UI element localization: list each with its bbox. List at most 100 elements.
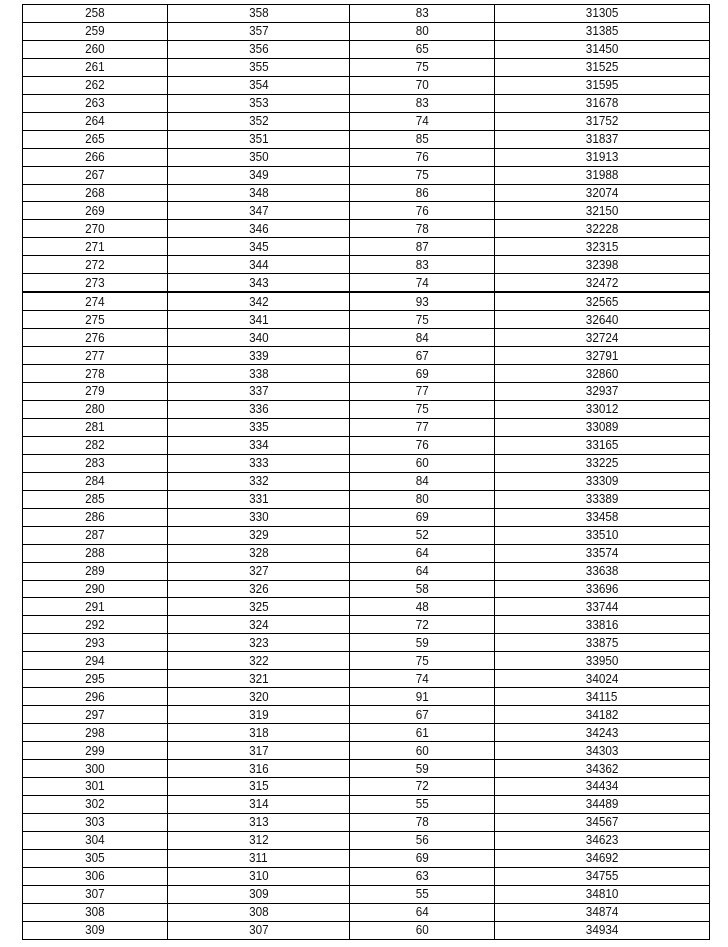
rank-cell: 267 bbox=[22, 165, 168, 185]
rank-cell: 296 bbox=[22, 687, 168, 707]
score-table: 258 358 83 31305 259 357 80 31385 260 356 65 31450 2… bbox=[22, 4, 710, 940]
count-cell: 83 bbox=[349, 4, 495, 23]
cell-text: 284 bbox=[85, 473, 105, 489]
cell-text: 76 bbox=[415, 437, 429, 453]
rank-cell: 291 bbox=[22, 597, 168, 617]
table-row: 288 328 64 33574 bbox=[22, 543, 710, 563]
count-cell: 72 bbox=[349, 776, 495, 796]
table-row: 261 355 75 31525 bbox=[22, 57, 710, 77]
cell-text: 31678 bbox=[585, 95, 619, 111]
rank-cell: 283 bbox=[22, 453, 168, 473]
score-cell: 319 bbox=[167, 705, 350, 725]
cell-text: 281 bbox=[85, 419, 105, 435]
rank-cell: 287 bbox=[22, 525, 168, 545]
rank-cell: 300 bbox=[22, 759, 168, 778]
table-row: 266 350 76 31913 bbox=[22, 147, 710, 167]
score-cell: 353 bbox=[167, 93, 350, 113]
count-cell: 64 bbox=[349, 543, 495, 563]
cumulative-cell: 31913 bbox=[494, 147, 710, 167]
cumulative-cell: 33875 bbox=[494, 633, 710, 653]
count-cell: 91 bbox=[349, 687, 495, 707]
rank-cell: 259 bbox=[22, 21, 168, 41]
cell-text: 348 bbox=[248, 185, 269, 200]
cumulative-cell: 33012 bbox=[494, 399, 710, 419]
count-cell: 75 bbox=[349, 57, 495, 77]
cell-text: 310 bbox=[248, 868, 269, 884]
cell-text: 72 bbox=[415, 616, 429, 632]
score-cell: 326 bbox=[167, 579, 350, 599]
table-row: 294 322 75 33950 bbox=[22, 651, 710, 671]
table-row: 304 312 56 34623 bbox=[22, 830, 710, 850]
cumulative-cell: 33309 bbox=[494, 471, 710, 491]
rank-cell: 274 bbox=[22, 291, 168, 312]
cell-text: 307 bbox=[248, 922, 269, 938]
cell-text: 266 bbox=[85, 149, 105, 165]
count-cell: 74 bbox=[349, 111, 495, 131]
cell-text: 63 bbox=[415, 868, 429, 884]
cell-text: 33950 bbox=[585, 652, 619, 668]
cell-text: 328 bbox=[248, 545, 269, 561]
score-cell: 312 bbox=[167, 830, 350, 850]
cell-text: 31837 bbox=[585, 131, 619, 147]
cumulative-cell: 34567 bbox=[494, 812, 710, 832]
score-cell: 358 bbox=[167, 4, 350, 23]
cell-text: 31305 bbox=[585, 5, 619, 21]
cell-text: 308 bbox=[85, 904, 105, 920]
rank-cell: 265 bbox=[22, 129, 168, 149]
count-cell: 93 bbox=[349, 291, 495, 312]
cell-text: 34182 bbox=[585, 706, 619, 722]
cell-text: 83 bbox=[415, 256, 429, 272]
cell-text: 358 bbox=[248, 5, 269, 21]
count-cell: 56 bbox=[349, 830, 495, 850]
count-cell: 75 bbox=[349, 651, 495, 671]
cell-text: 60 bbox=[415, 455, 429, 471]
table-row: 260 356 65 31450 bbox=[22, 39, 710, 59]
cell-text: 337 bbox=[248, 383, 269, 399]
cell-text: 330 bbox=[248, 509, 269, 525]
rank-cell: 307 bbox=[22, 884, 168, 904]
table-row: 292 324 72 33816 bbox=[22, 615, 710, 635]
cell-text: 305 bbox=[85, 850, 105, 866]
score-table-body: 258 358 83 31305 259 357 80 31385 260 356 65 31450 2… bbox=[22, 4, 710, 940]
table-row: 300 316 59 34362 bbox=[22, 759, 710, 778]
cell-text: 278 bbox=[85, 365, 105, 381]
cell-text: 290 bbox=[85, 580, 105, 596]
table-row: 265 351 85 31837 bbox=[22, 129, 710, 149]
table-row: 284 332 84 33309 bbox=[22, 471, 710, 491]
cell-text: 67 bbox=[415, 347, 429, 363]
cell-text: 33510 bbox=[585, 527, 619, 543]
cumulative-cell: 34182 bbox=[494, 705, 710, 725]
count-cell: 60 bbox=[349, 741, 495, 761]
cell-text: 34115 bbox=[586, 688, 618, 704]
cumulative-cell: 34024 bbox=[494, 669, 710, 689]
rank-cell: 309 bbox=[22, 920, 168, 940]
cell-text: 84 bbox=[415, 329, 429, 345]
count-cell: 78 bbox=[349, 812, 495, 832]
score-cell: 316 bbox=[167, 759, 350, 778]
cumulative-cell: 32228 bbox=[494, 219, 710, 239]
cumulative-cell: 32398 bbox=[494, 255, 710, 275]
table-row: 258 358 83 31305 bbox=[22, 4, 710, 23]
cell-text: 32472 bbox=[585, 274, 619, 290]
count-cell: 65 bbox=[349, 39, 495, 59]
score-cell: 334 bbox=[167, 435, 350, 455]
cell-text: 293 bbox=[85, 634, 105, 650]
cell-text: 78 bbox=[415, 814, 429, 830]
rank-cell: 293 bbox=[22, 633, 168, 653]
table-row: 308 308 64 34874 bbox=[22, 902, 710, 922]
cumulative-cell: 31525 bbox=[494, 57, 710, 77]
cell-text: 74 bbox=[415, 274, 429, 290]
cell-text: 301 bbox=[85, 778, 105, 794]
score-cell: 323 bbox=[167, 633, 350, 653]
cell-text: 350 bbox=[248, 149, 269, 165]
cumulative-cell: 32472 bbox=[494, 273, 710, 294]
cell-text: 279 bbox=[85, 383, 105, 399]
cell-text: 32150 bbox=[585, 202, 619, 218]
cell-text: 61 bbox=[415, 724, 429, 740]
score-cell: 328 bbox=[167, 543, 350, 563]
cumulative-cell: 34755 bbox=[494, 866, 710, 886]
cell-text: 319 bbox=[248, 706, 269, 722]
cumulative-cell: 33744 bbox=[494, 597, 710, 617]
cell-text: 261 bbox=[85, 59, 105, 75]
cell-text: 33225 bbox=[585, 455, 619, 471]
